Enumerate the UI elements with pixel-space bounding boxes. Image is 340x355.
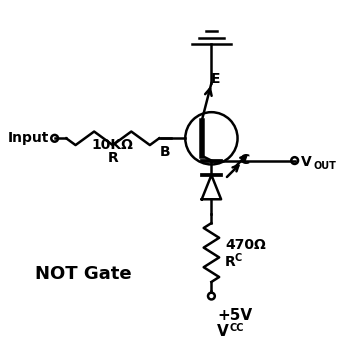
Text: 10KΩ: 10KΩ <box>92 138 134 152</box>
Text: R: R <box>107 151 118 165</box>
Text: Input: Input <box>7 131 49 145</box>
Text: B: B <box>160 145 171 159</box>
Text: R: R <box>225 255 236 269</box>
Text: E: E <box>210 71 220 86</box>
Text: NOT Gate: NOT Gate <box>35 265 132 283</box>
Text: CC: CC <box>230 323 244 333</box>
Text: C: C <box>235 253 242 263</box>
Text: V: V <box>217 324 229 339</box>
Text: +5V: +5V <box>217 308 252 323</box>
Text: V: V <box>301 155 311 169</box>
Text: C: C <box>239 153 250 166</box>
Text: 470Ω: 470Ω <box>225 238 266 252</box>
Text: OUT: OUT <box>313 162 336 171</box>
